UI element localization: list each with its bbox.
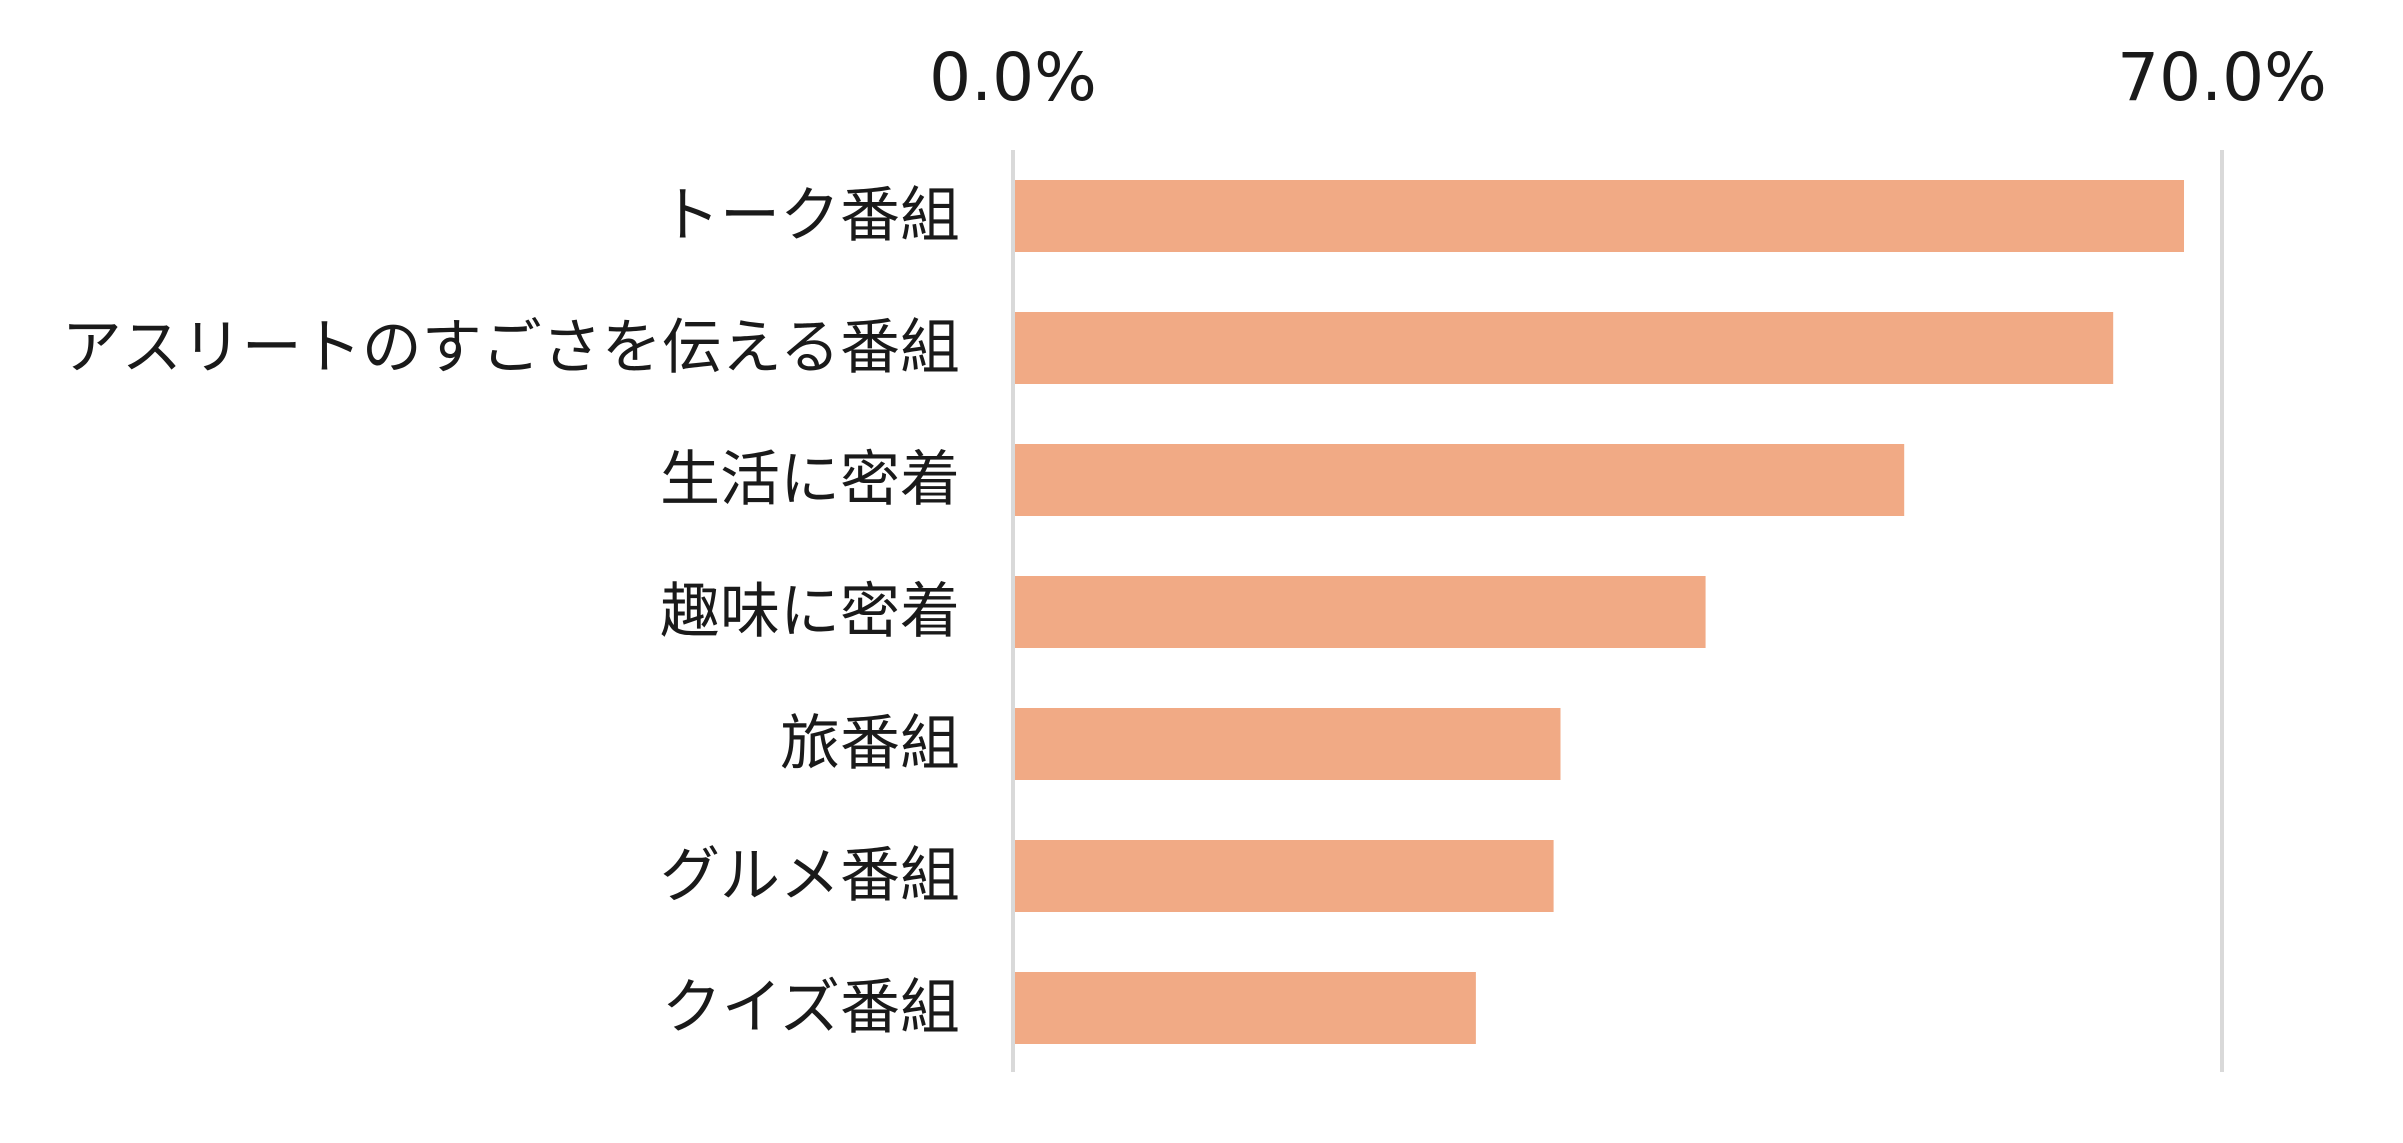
x-tick-label-0: 0.0% — [929, 39, 1097, 116]
category-labels: トーク番組アスリートのすごさを伝える番組生活に密着趣味に密着旅番組グルメ番組クイ… — [62, 181, 960, 1043]
bars — [1015, 180, 2185, 1044]
category-label-5: グルメ番組 — [660, 841, 960, 911]
x-axis-ticks: 0.0% 70.0% — [929, 39, 2327, 116]
bar-0 — [1015, 180, 2185, 252]
category-label-3: 趣味に密着 — [660, 577, 960, 647]
category-label-1: アスリートのすごさを伝える番組 — [62, 313, 960, 383]
x-tick-label-1: 70.0% — [2117, 39, 2327, 116]
bar-5 — [1015, 840, 1554, 912]
bar-4 — [1015, 708, 1561, 780]
bar-1 — [1015, 312, 2114, 384]
category-label-2: 生活に密着 — [660, 445, 960, 515]
category-label-4: 旅番組 — [780, 709, 960, 779]
category-label-0: トーク番組 — [660, 181, 960, 251]
bar-6 — [1015, 972, 1476, 1044]
category-label-6: クイズ番組 — [662, 973, 960, 1043]
bar-3 — [1015, 576, 1706, 648]
bar-2 — [1015, 444, 1905, 516]
gridlines — [1011, 150, 2224, 1072]
